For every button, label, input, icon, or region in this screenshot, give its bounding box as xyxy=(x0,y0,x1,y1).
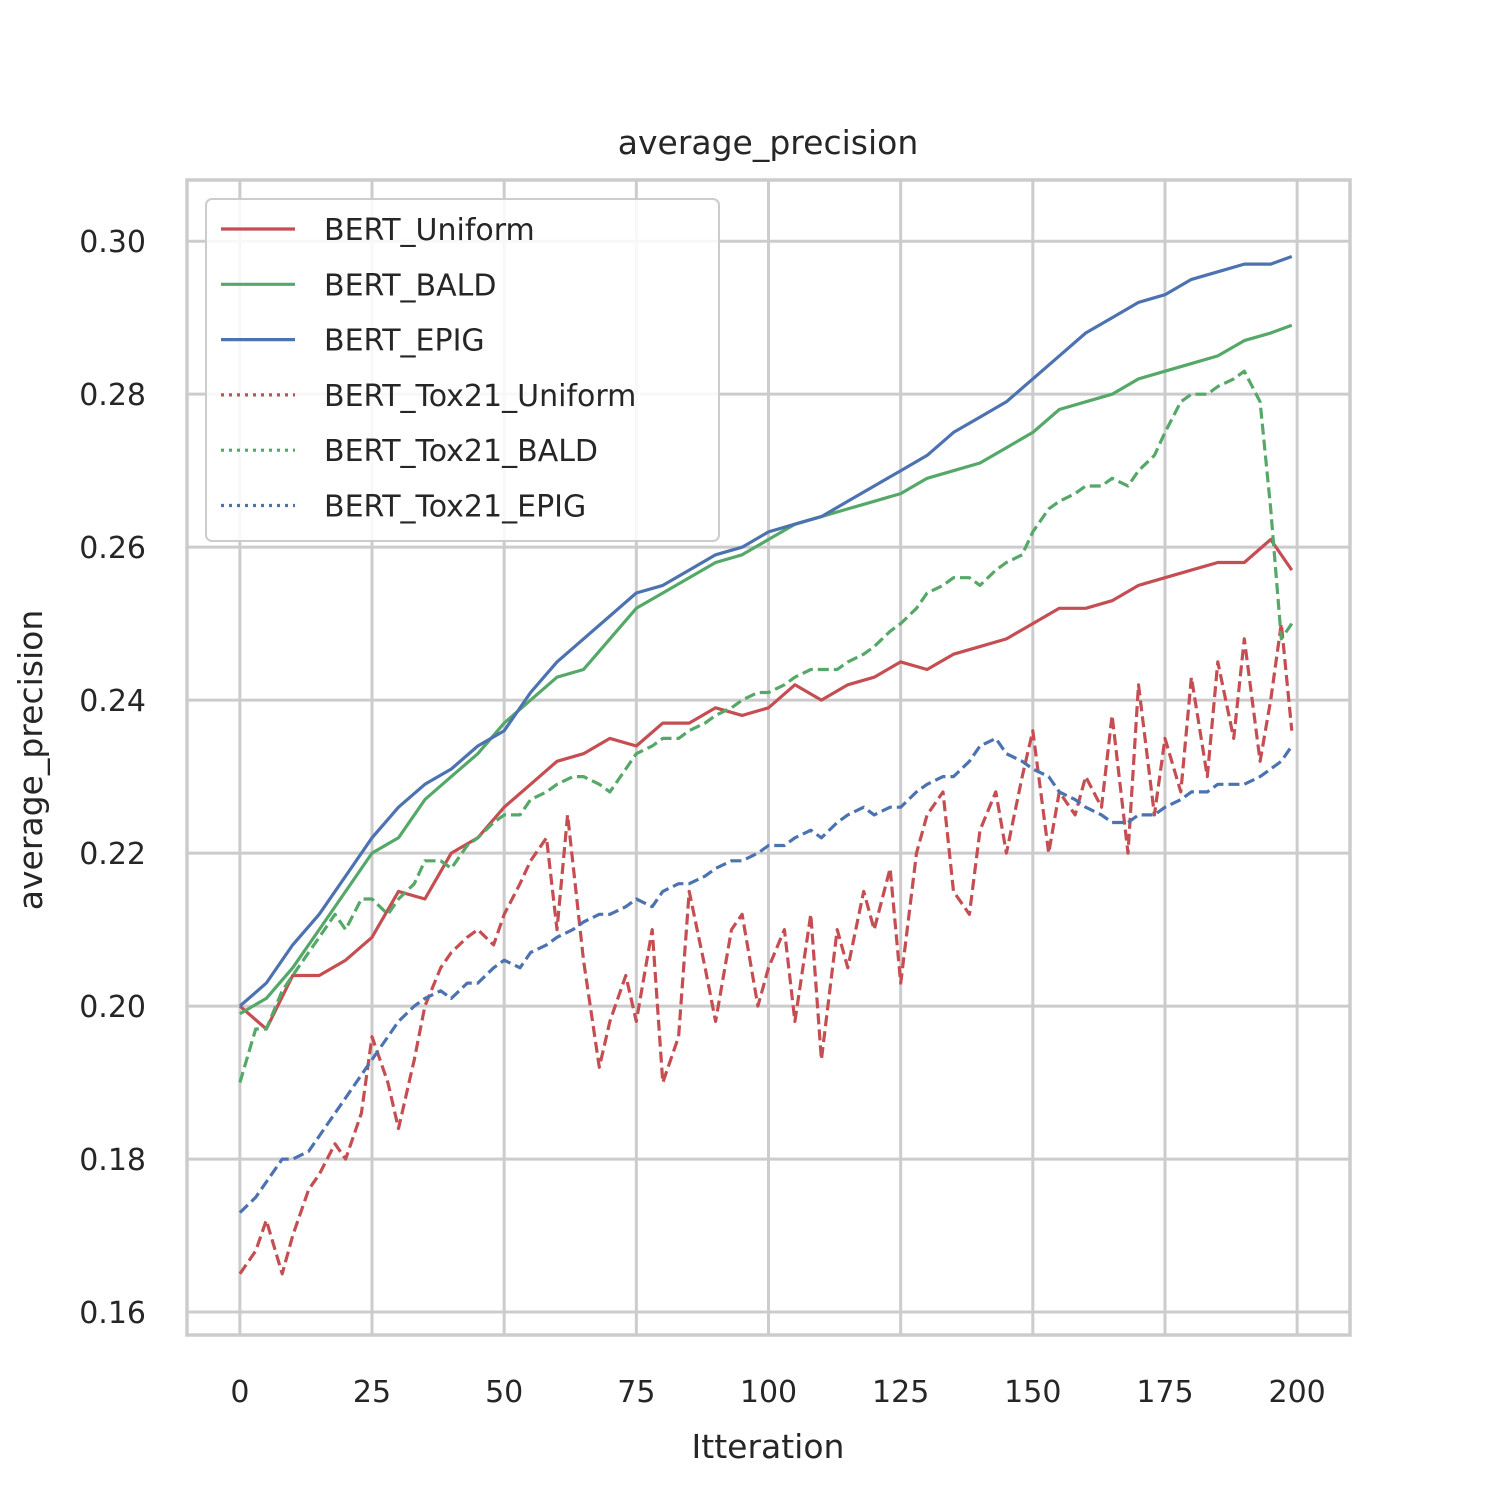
legend-label: BERT_Tox21_EPIG xyxy=(324,490,586,525)
x-tick-label: 150 xyxy=(1004,1375,1061,1410)
series-group xyxy=(238,254,1294,1276)
y-tick-label: 0.30 xyxy=(79,225,146,260)
y-tick-labels: 0.16 0.18 0.20 0.22 0.24 0.26 0.28 0.30 xyxy=(79,225,146,1331)
x-tick-label: 0 xyxy=(230,1375,249,1410)
series-line-bert-tox21-bald xyxy=(238,369,1294,1084)
legend-label: BERT_EPIG xyxy=(324,324,485,359)
chart-title: average_precision xyxy=(618,123,918,162)
y-tick-label: 0.26 xyxy=(79,531,146,566)
legend-label: BERT_Uniform xyxy=(324,213,535,248)
legend-box xyxy=(205,198,720,542)
legend-label: BERT_Tox21_BALD xyxy=(324,434,598,469)
x-axis-label: Itteration xyxy=(692,1427,845,1466)
y-tick-label: 0.18 xyxy=(79,1143,146,1178)
x-tick-label: 125 xyxy=(872,1375,929,1410)
y-tick-label: 0.24 xyxy=(79,684,146,719)
x-tick-label: 175 xyxy=(1136,1375,1193,1410)
y-tick-label: 0.28 xyxy=(79,378,146,413)
series-line-bert-tox21-uniform xyxy=(238,621,1294,1276)
y-tick-label: 0.22 xyxy=(79,837,146,872)
series-line-bert-uniform xyxy=(238,537,1294,1031)
x-tick-label: 100 xyxy=(740,1375,797,1410)
x-tick-label: 50 xyxy=(485,1375,523,1410)
x-tick-label: 200 xyxy=(1269,1375,1326,1410)
y-tick-label: 0.16 xyxy=(79,1296,146,1331)
y-axis-label: average_precision xyxy=(11,610,50,910)
y-tick-label: 0.20 xyxy=(79,990,146,1025)
plot-frame xyxy=(185,178,1352,1337)
legend-label: BERT_Tox21_Uniform xyxy=(324,379,636,414)
legend-label: BERT_BALD xyxy=(324,268,496,303)
x-tick-labels: 0 25 50 75 100 125 150 175 200 xyxy=(230,1375,1325,1410)
series-line-bert-epig xyxy=(238,254,1293,1008)
series-line-bert-bald xyxy=(239,323,1293,1016)
x-tick-label: 25 xyxy=(353,1375,391,1410)
series-line-bert-tox21-epig xyxy=(238,736,1294,1214)
legend: BERT_Uniform BERT_BALD BERT_EPIG BERT_Tox21… xyxy=(205,198,720,542)
x-tick-label: 75 xyxy=(617,1375,655,1410)
